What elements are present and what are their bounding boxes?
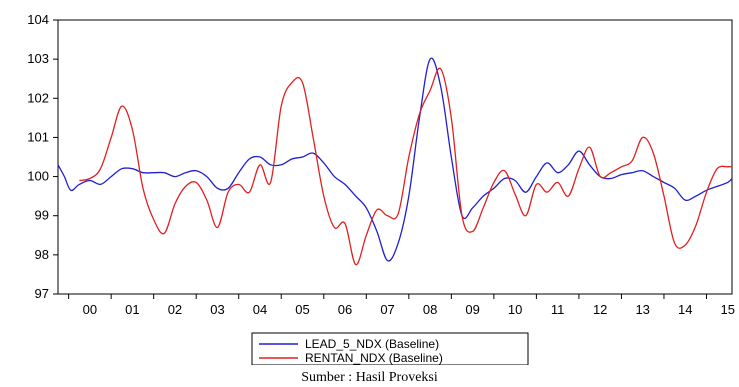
x-tick-label: 03 xyxy=(210,302,224,317)
x-tick-label: 04 xyxy=(253,302,267,317)
x-tick-label: 08 xyxy=(423,302,437,317)
legend-box xyxy=(251,332,529,365)
y-tick-label: 103 xyxy=(27,51,49,66)
legend-label: LEAD_5_NDX (Baseline) xyxy=(305,337,439,351)
x-tick-label: 05 xyxy=(295,302,309,317)
x-tick-label: 14 xyxy=(678,302,692,317)
y-tick-label: 102 xyxy=(27,90,49,105)
x-tick-label: 12 xyxy=(593,302,607,317)
y-tick-label: 100 xyxy=(27,169,49,184)
x-tick-label: 02 xyxy=(168,302,182,317)
x-tick-label: 07 xyxy=(380,302,394,317)
legend: LEAD_5_NDX (Baseline)RENTAN_NDX (Baselin… xyxy=(251,332,529,365)
y-tick-label: 104 xyxy=(27,12,49,27)
y-tick-label: 101 xyxy=(27,129,49,144)
x-tick-label: 10 xyxy=(508,302,522,317)
legend-label: RENTAN_NDX (Baseline) xyxy=(305,351,443,365)
x-tick-label: 09 xyxy=(465,302,479,317)
plot-frame xyxy=(57,19,733,295)
source-caption: Sumber : Hasil Proveksi xyxy=(301,370,438,385)
x-axis: 00 01 02 03 04 05 06 07 08 09 10 11 12 13 14 15 xyxy=(68,294,735,317)
x-tick-label: 13 xyxy=(635,302,649,317)
series-layer xyxy=(57,57,733,266)
x-tick-label: 01 xyxy=(125,302,139,317)
series-line-lead-5-ndx xyxy=(57,57,733,262)
y-tick-label: 99 xyxy=(35,208,49,223)
series-line-rentan-ndx xyxy=(79,67,733,266)
x-tick-label: 11 xyxy=(551,302,565,317)
x-tick-label: 00 xyxy=(83,302,97,317)
x-tick-label: 15 xyxy=(721,302,735,317)
line-chart: 97 98 99 100 101 102 103 104 00 01 02 03 04 05 06 07 08… xyxy=(27,12,735,365)
y-tick-label: 97 xyxy=(35,286,49,301)
x-tick-label: 06 xyxy=(338,302,352,317)
y-tick-label: 98 xyxy=(35,247,49,262)
y-axis: 97 98 99 100 101 102 103 104 xyxy=(27,12,58,301)
